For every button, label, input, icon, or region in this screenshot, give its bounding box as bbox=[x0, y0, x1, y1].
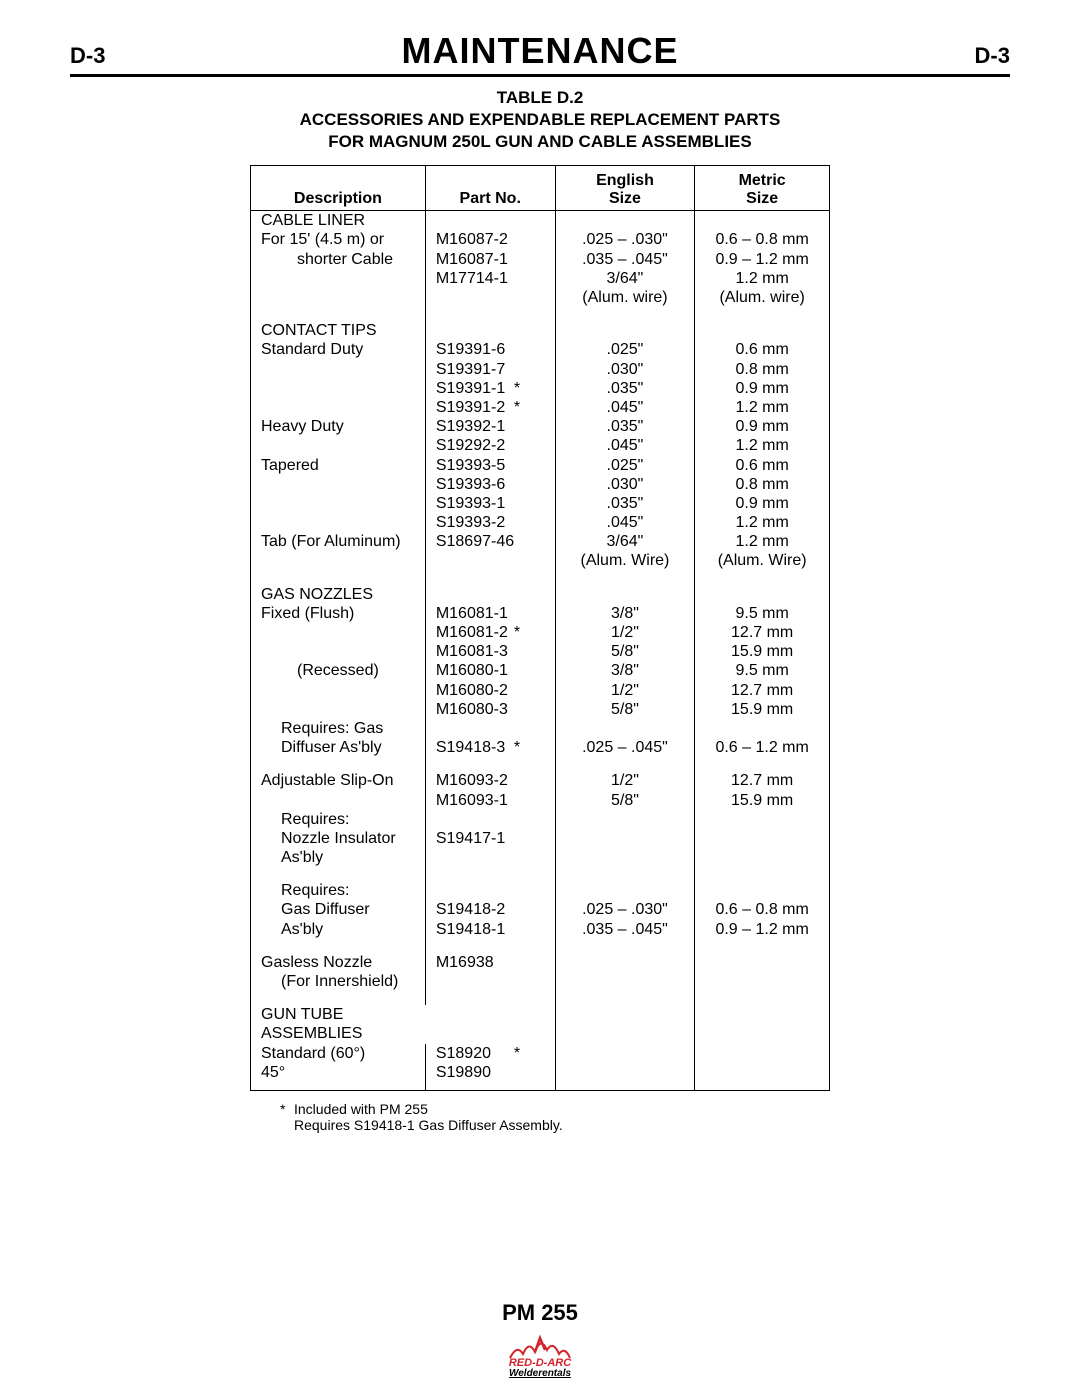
asterisk-icon: * bbox=[514, 379, 520, 398]
table-caption: TABLE D.2 ACCESSORIES AND EXPENDABLE REP… bbox=[70, 87, 1010, 153]
section-contact-tips: CONTACT TIPS bbox=[261, 322, 377, 339]
page-header: D-3 MAINTENANCE D-3 bbox=[70, 30, 1010, 77]
header-description: Description bbox=[251, 166, 426, 211]
page-title: MAINTENANCE bbox=[402, 30, 679, 72]
asterisk-icon: * bbox=[514, 623, 520, 642]
page-footer: PM 255 RED-D-ARC Welderentals bbox=[0, 1300, 1080, 1379]
section-gas-nozzles: GAS NOZZLES bbox=[261, 586, 373, 603]
page-number-left: D-3 bbox=[70, 43, 105, 69]
footer-model: PM 255 bbox=[0, 1300, 1080, 1326]
asterisk-icon: * bbox=[514, 1044, 520, 1063]
parts-table: Description Part No. English Size Metric… bbox=[250, 165, 830, 1091]
header-metric: Metric Size bbox=[695, 166, 830, 211]
asterisk-icon: * bbox=[514, 738, 520, 757]
footnotes: *Included with PM 255 Requires S19418-1 … bbox=[250, 1101, 830, 1133]
footnote-1: Included with PM 255 bbox=[294, 1101, 428, 1117]
page-number-right: D-3 bbox=[975, 43, 1010, 69]
brand-logo: RED-D-ARC Welderentals bbox=[0, 1334, 1080, 1379]
caption-line-1: TABLE D.2 bbox=[70, 87, 1010, 109]
caption-line-3: FOR MAGNUM 250L GUN AND CABLE ASSEMBLIES bbox=[70, 131, 1010, 153]
section-cable-liner: CABLE LINER bbox=[261, 212, 365, 229]
header-english: English Size bbox=[555, 166, 695, 211]
asterisk-icon: * bbox=[514, 398, 520, 417]
footnote-2: Requires S19418-1 Gas Diffuser Assembly. bbox=[294, 1117, 563, 1133]
section-gun-tube: GUN TUBE ASSEMBLIES bbox=[261, 1006, 362, 1042]
header-partno: Part No. bbox=[425, 166, 555, 211]
brand-subtitle: Welderentals bbox=[509, 1368, 571, 1379]
caption-line-2: ACCESSORIES AND EXPENDABLE REPLACEMENT P… bbox=[70, 109, 1010, 131]
